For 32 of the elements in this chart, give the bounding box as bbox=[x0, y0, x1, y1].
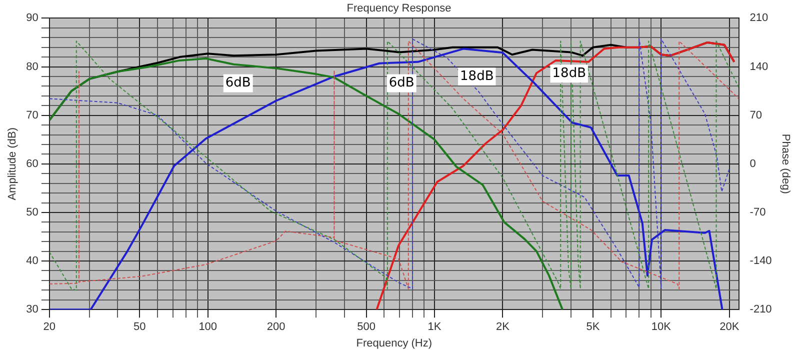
y2-tick-label: -70 bbox=[750, 206, 766, 218]
y2-tick-label: -140 bbox=[750, 255, 772, 268]
y-tick-label: 90 bbox=[26, 12, 38, 24]
y-tick-label: 30 bbox=[26, 304, 38, 316]
x-tick-label: 500 bbox=[357, 321, 376, 334]
annotation: 6dB bbox=[388, 76, 414, 91]
y2-tick-label: 70 bbox=[750, 109, 762, 122]
y-tick-label: 60 bbox=[26, 158, 38, 170]
x-tick-label: 50 bbox=[134, 321, 146, 334]
y2-tick-label: 210 bbox=[750, 12, 768, 24]
y2-tick-label: -210 bbox=[750, 304, 772, 316]
y-tick-label: 40 bbox=[26, 255, 38, 268]
annotation: 6dB bbox=[225, 76, 251, 91]
y-tick-label: 70 bbox=[26, 109, 38, 122]
y-tick-label: 80 bbox=[26, 60, 38, 73]
annotation: 18dB bbox=[552, 66, 586, 81]
y2-axis-title: Phase (deg) bbox=[779, 134, 792, 194]
x-axis-title: Frequency (Hz) bbox=[356, 337, 432, 350]
x-tick-label: 20K bbox=[720, 321, 740, 334]
x-tick-label: 10K bbox=[651, 321, 672, 334]
annotation: 18dB bbox=[460, 68, 494, 84]
x-tick-label: 200 bbox=[266, 321, 286, 334]
x-tick-label: 100 bbox=[198, 321, 218, 334]
y2-tick-label: 0 bbox=[750, 158, 756, 170]
x-tick-label: 1K bbox=[428, 321, 442, 334]
x-tick-label: 2K bbox=[496, 321, 510, 334]
y-axis-title: Amplitude (dB) bbox=[6, 128, 19, 200]
x-tick-label: 20 bbox=[43, 321, 56, 334]
y2-tick-label: 140 bbox=[750, 60, 768, 73]
x-tick-label: 5K bbox=[586, 321, 600, 334]
y-tick-label: 50 bbox=[26, 206, 38, 218]
chart-title: Frequency Response bbox=[346, 2, 452, 15]
